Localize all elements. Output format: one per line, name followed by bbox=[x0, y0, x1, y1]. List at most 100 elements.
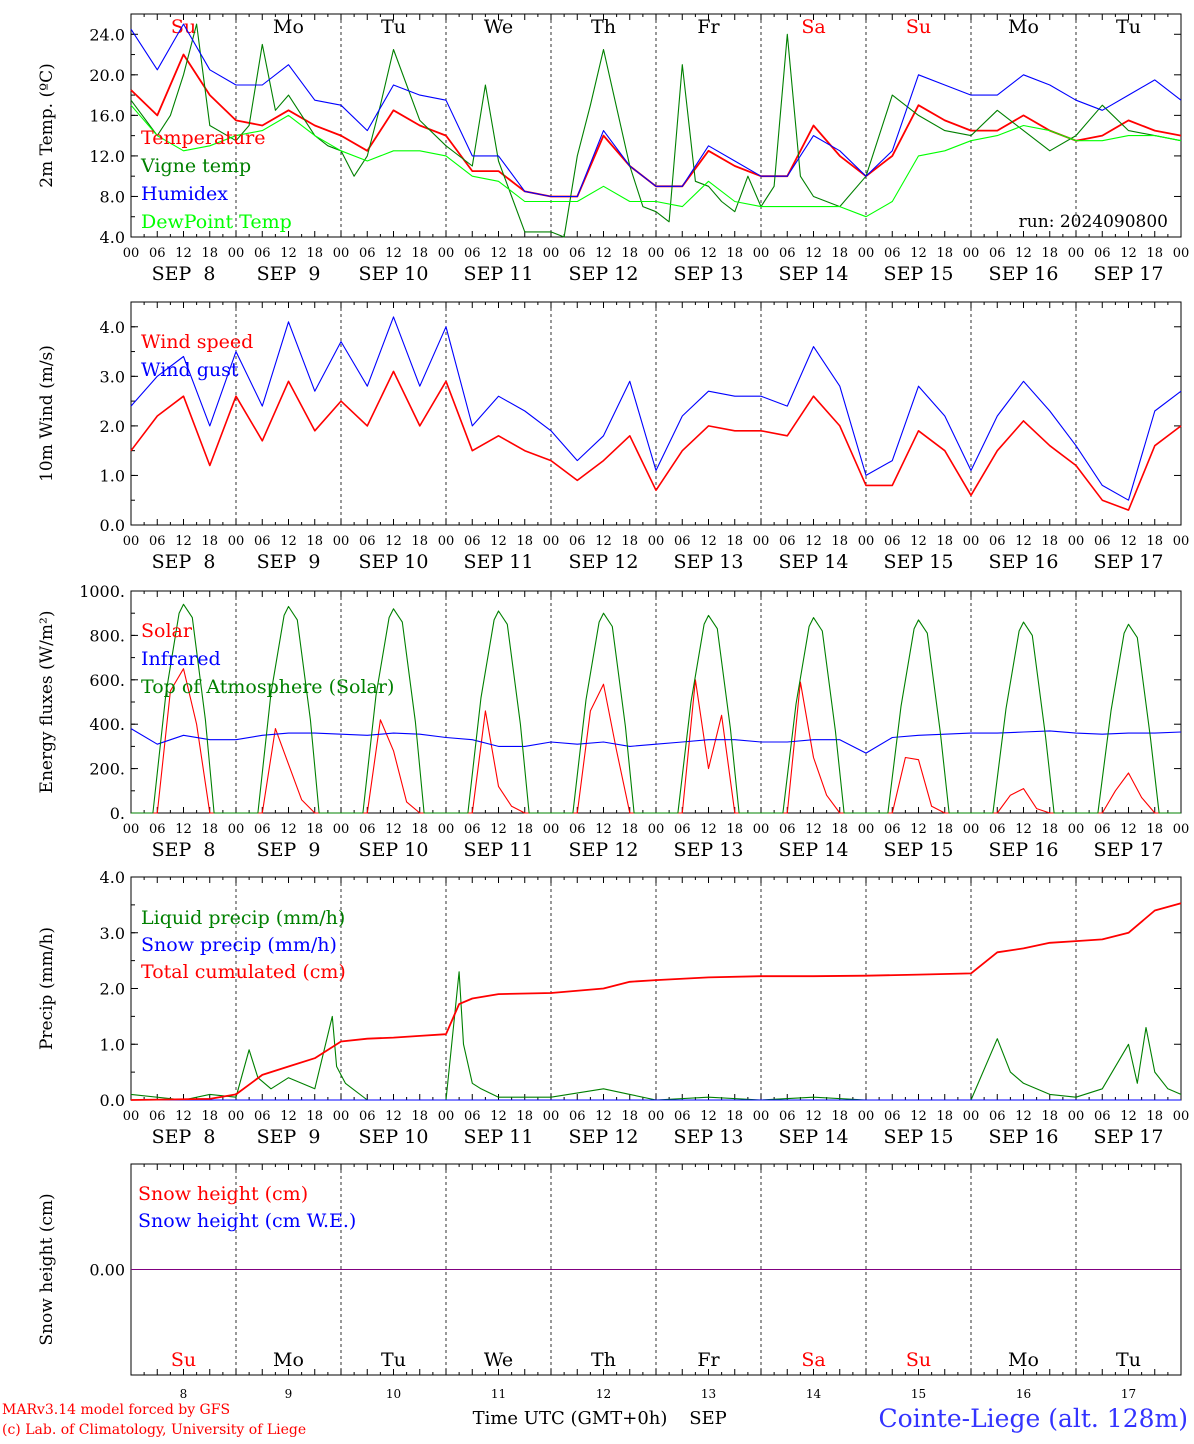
date-label: SEP 17 bbox=[1094, 839, 1164, 861]
hour-label: 18 bbox=[936, 1109, 953, 1124]
hour-label: 00 bbox=[858, 1109, 875, 1124]
panel-wind: 0.0 1.0 2.0 3.0 4.0 10m Wind (m/s) 00 06 12 18 00 0… bbox=[37, 301, 1190, 573]
weekday-label: Tu bbox=[1116, 1349, 1141, 1371]
hour-label: 06 bbox=[464, 1109, 481, 1124]
hour-label: 12 bbox=[175, 534, 192, 549]
hour-label: 00 bbox=[963, 822, 980, 837]
hour-label: 06 bbox=[149, 822, 166, 837]
legend-item: Liquid precip (mm/h) bbox=[141, 907, 345, 929]
day-number: 11 bbox=[491, 1387, 506, 1401]
date-label: SEP 10 bbox=[359, 551, 429, 573]
weekday-label: Th bbox=[591, 1349, 616, 1371]
hour-label: 12 bbox=[805, 246, 822, 261]
hour-label: 06 bbox=[464, 822, 481, 837]
date-label: SEP 13 bbox=[674, 839, 744, 861]
day-number: 17 bbox=[1121, 1387, 1136, 1401]
weekday-label: Su bbox=[171, 16, 196, 38]
date-label: SEP 13 bbox=[674, 1126, 744, 1148]
y-tick-label: 0.00 bbox=[89, 1261, 125, 1280]
hour-label: 00 bbox=[1173, 1109, 1190, 1124]
hour-label: 06 bbox=[359, 1109, 376, 1124]
hour-label: 18 bbox=[936, 246, 953, 261]
hour-label: 18 bbox=[831, 246, 848, 261]
hour-label: 12 bbox=[910, 822, 927, 837]
hour-label: 00 bbox=[123, 246, 140, 261]
hour-label: 06 bbox=[674, 1109, 691, 1124]
hour-label: 06 bbox=[674, 534, 691, 549]
hour-label: 00 bbox=[648, 534, 665, 549]
hour-label: 00 bbox=[333, 1109, 350, 1124]
hour-label: 18 bbox=[831, 1109, 848, 1124]
date-label: SEP 10 bbox=[359, 1126, 429, 1148]
hour-label: 12 bbox=[1120, 1109, 1137, 1124]
hour-label: 12 bbox=[595, 1109, 612, 1124]
y-tick-label: 4.0 bbox=[100, 228, 125, 247]
hour-label: 00 bbox=[333, 534, 350, 549]
hour-label: 06 bbox=[254, 246, 271, 261]
day-number: 8 bbox=[180, 1387, 188, 1401]
hour-label: 00 bbox=[333, 246, 350, 261]
hour-label: 06 bbox=[674, 246, 691, 261]
hour-label: 00 bbox=[123, 822, 140, 837]
weekday-label: Fr bbox=[697, 16, 720, 38]
hour-label: 06 bbox=[569, 822, 586, 837]
date-label: SEP 9 bbox=[257, 839, 321, 861]
hour-label: 00 bbox=[753, 246, 770, 261]
hour-label: 12 bbox=[1015, 246, 1032, 261]
date-label: SEP 12 bbox=[569, 263, 639, 285]
hour-label: 00 bbox=[1173, 534, 1190, 549]
date-label: SEP 16 bbox=[989, 263, 1059, 285]
hour-label: 18 bbox=[411, 246, 428, 261]
hour-label: 00 bbox=[648, 1109, 665, 1124]
hour-label: 12 bbox=[700, 1109, 717, 1124]
hour-label: 18 bbox=[516, 1109, 533, 1124]
panel-temperature: 4.0 8.0 12.0 16.0 20.0 24.0 2m Temp. (ºC) 00 06 1… bbox=[37, 13, 1189, 285]
hour-label: 00 bbox=[123, 534, 140, 549]
hour-label: 00 bbox=[228, 246, 245, 261]
hour-label: 12 bbox=[700, 534, 717, 549]
legend-item: Wind gust bbox=[141, 359, 239, 381]
legend-item: Snow height (cm) bbox=[138, 1183, 308, 1205]
hour-label: 06 bbox=[884, 534, 901, 549]
station-name: Cointe-Liege (alt. 128m) bbox=[879, 1404, 1188, 1433]
date-label: SEP 15 bbox=[884, 263, 954, 285]
hour-label: 18 bbox=[1146, 822, 1163, 837]
hour-label: 06 bbox=[464, 246, 481, 261]
y-tick-label: 1000. bbox=[79, 582, 125, 601]
hour-label: 18 bbox=[201, 1109, 218, 1124]
hour-label: 12 bbox=[805, 1109, 822, 1124]
hour-label: 12 bbox=[805, 534, 822, 549]
y-tick-label: 12.0 bbox=[89, 147, 125, 166]
weekday-label: We bbox=[484, 1349, 513, 1371]
hour-label: 18 bbox=[621, 246, 638, 261]
hour-label: 12 bbox=[1120, 534, 1137, 549]
weekday-label: Mo bbox=[273, 16, 304, 38]
weekday-label: Mo bbox=[273, 1349, 304, 1371]
y-tick-label: 20.0 bbox=[89, 66, 125, 85]
hour-label: 18 bbox=[936, 534, 953, 549]
y-tick-label: 4.0 bbox=[100, 318, 125, 337]
day-number: 16 bbox=[1016, 1387, 1031, 1401]
hour-label: 06 bbox=[254, 822, 271, 837]
date-label: SEP 14 bbox=[779, 551, 849, 573]
date-label: SEP 11 bbox=[464, 839, 534, 861]
hour-label: 18 bbox=[306, 534, 323, 549]
date-label: SEP 11 bbox=[464, 551, 534, 573]
run-annotation: run: 2024090800 bbox=[1019, 212, 1168, 232]
hour-label: 12 bbox=[700, 246, 717, 261]
hour-label: 00 bbox=[648, 822, 665, 837]
hour-label: 00 bbox=[753, 822, 770, 837]
hour-label: 00 bbox=[123, 1109, 140, 1124]
weekday-label: Th bbox=[591, 16, 616, 38]
date-label: SEP 16 bbox=[989, 1126, 1059, 1148]
hour-label: 12 bbox=[385, 534, 402, 549]
date-label: SEP 9 bbox=[257, 1126, 321, 1148]
day-number: 13 bbox=[701, 1387, 716, 1401]
hour-label: 18 bbox=[1146, 246, 1163, 261]
day-number: 9 bbox=[285, 1387, 293, 1401]
date-label: SEP 14 bbox=[779, 839, 849, 861]
hour-label: 18 bbox=[1041, 1109, 1058, 1124]
hour-label: 12 bbox=[175, 1109, 192, 1124]
legend-item: Top of Atmosphere (Solar) bbox=[141, 676, 394, 698]
